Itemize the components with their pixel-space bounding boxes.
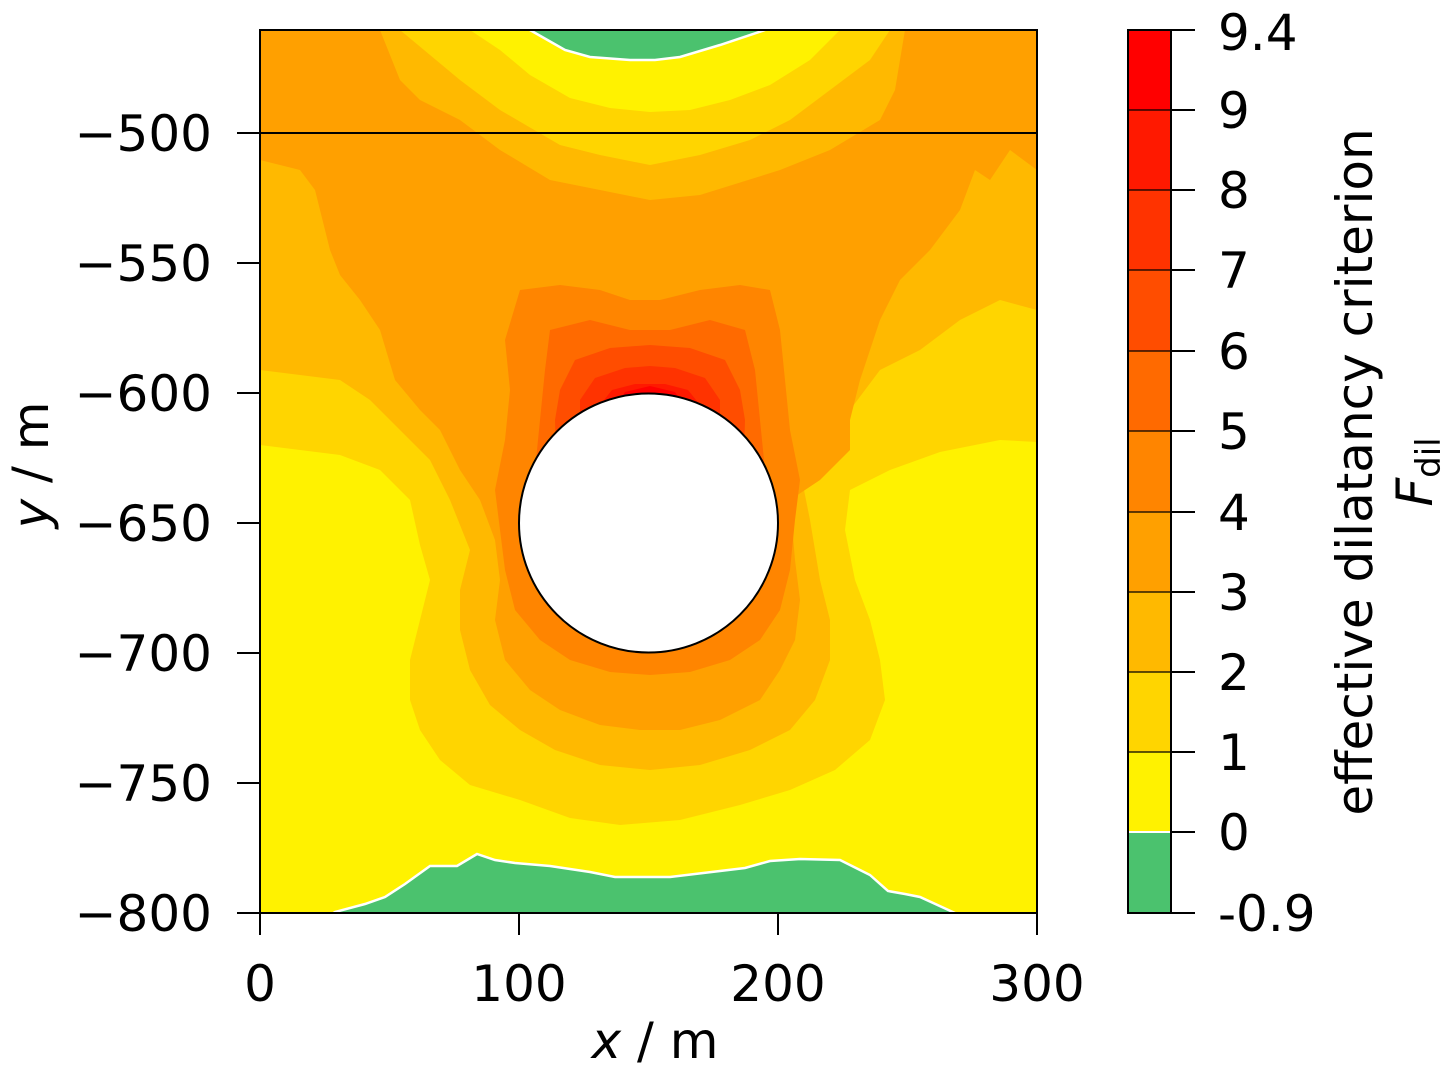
colorbar-symbol: Fdil bbox=[1386, 437, 1447, 506]
contour-negative-bottom bbox=[330, 852, 957, 913]
colorbar-tick-label: 5 bbox=[1218, 403, 1250, 461]
colorbar-tick-label: 9 bbox=[1218, 82, 1250, 140]
colorbar-label: effective dilatancy criterion bbox=[1326, 128, 1384, 815]
y-axis-label: y / m bbox=[2, 402, 60, 531]
colorbar-tick-label: 0 bbox=[1218, 804, 1250, 862]
y-tick-label: −500 bbox=[75, 105, 212, 163]
colorbar-tick-labels: -0.9 0 1 2 3 4 5 6 7 8 9 9.4 bbox=[1218, 4, 1316, 943]
colorbar-tick-label: -0.9 bbox=[1218, 885, 1316, 943]
contour-level-0-1-top bbox=[470, 30, 840, 112]
colorbar-tick-label: 1 bbox=[1218, 724, 1250, 782]
colorbar-tick-label: 2 bbox=[1218, 644, 1250, 702]
colorbar-tick-label: 4 bbox=[1218, 484, 1250, 542]
y-tick-label: −550 bbox=[75, 235, 212, 293]
y-tick-label: −800 bbox=[75, 885, 212, 943]
x-axis-label: x / m bbox=[590, 1012, 719, 1070]
y-axis bbox=[237, 132, 260, 914]
x-tick-label: 100 bbox=[471, 955, 566, 1013]
x-tick-label: 200 bbox=[730, 955, 825, 1013]
colorbar-tick-label: 3 bbox=[1218, 564, 1250, 622]
colorbar-tick-label: 8 bbox=[1218, 162, 1250, 220]
y-tick-label: −650 bbox=[75, 495, 212, 553]
x-axis bbox=[259, 913, 1038, 935]
x-tick-label: 300 bbox=[989, 955, 1084, 1013]
colorbar-tick-label: 6 bbox=[1218, 323, 1250, 381]
colorbar-tick-label: 7 bbox=[1218, 242, 1250, 300]
y-tick-label: −600 bbox=[75, 365, 212, 423]
x-tick-labels: 0 100 200 300 bbox=[244, 955, 1085, 1013]
x-tick-label: 0 bbox=[244, 955, 276, 1013]
contour-negative-top bbox=[526, 30, 769, 62]
y-tick-label: −700 bbox=[75, 625, 212, 683]
plot-frame bbox=[259, 29, 1038, 914]
colorbar-tick-label: 9.4 bbox=[1218, 4, 1298, 62]
cavity-circle bbox=[518, 392, 779, 654]
y-tick-label: −750 bbox=[75, 755, 212, 813]
colorbar bbox=[1127, 29, 1195, 914]
y-tick-labels: −800 −750 −700 −650 −600 −550 −500 bbox=[75, 105, 212, 943]
